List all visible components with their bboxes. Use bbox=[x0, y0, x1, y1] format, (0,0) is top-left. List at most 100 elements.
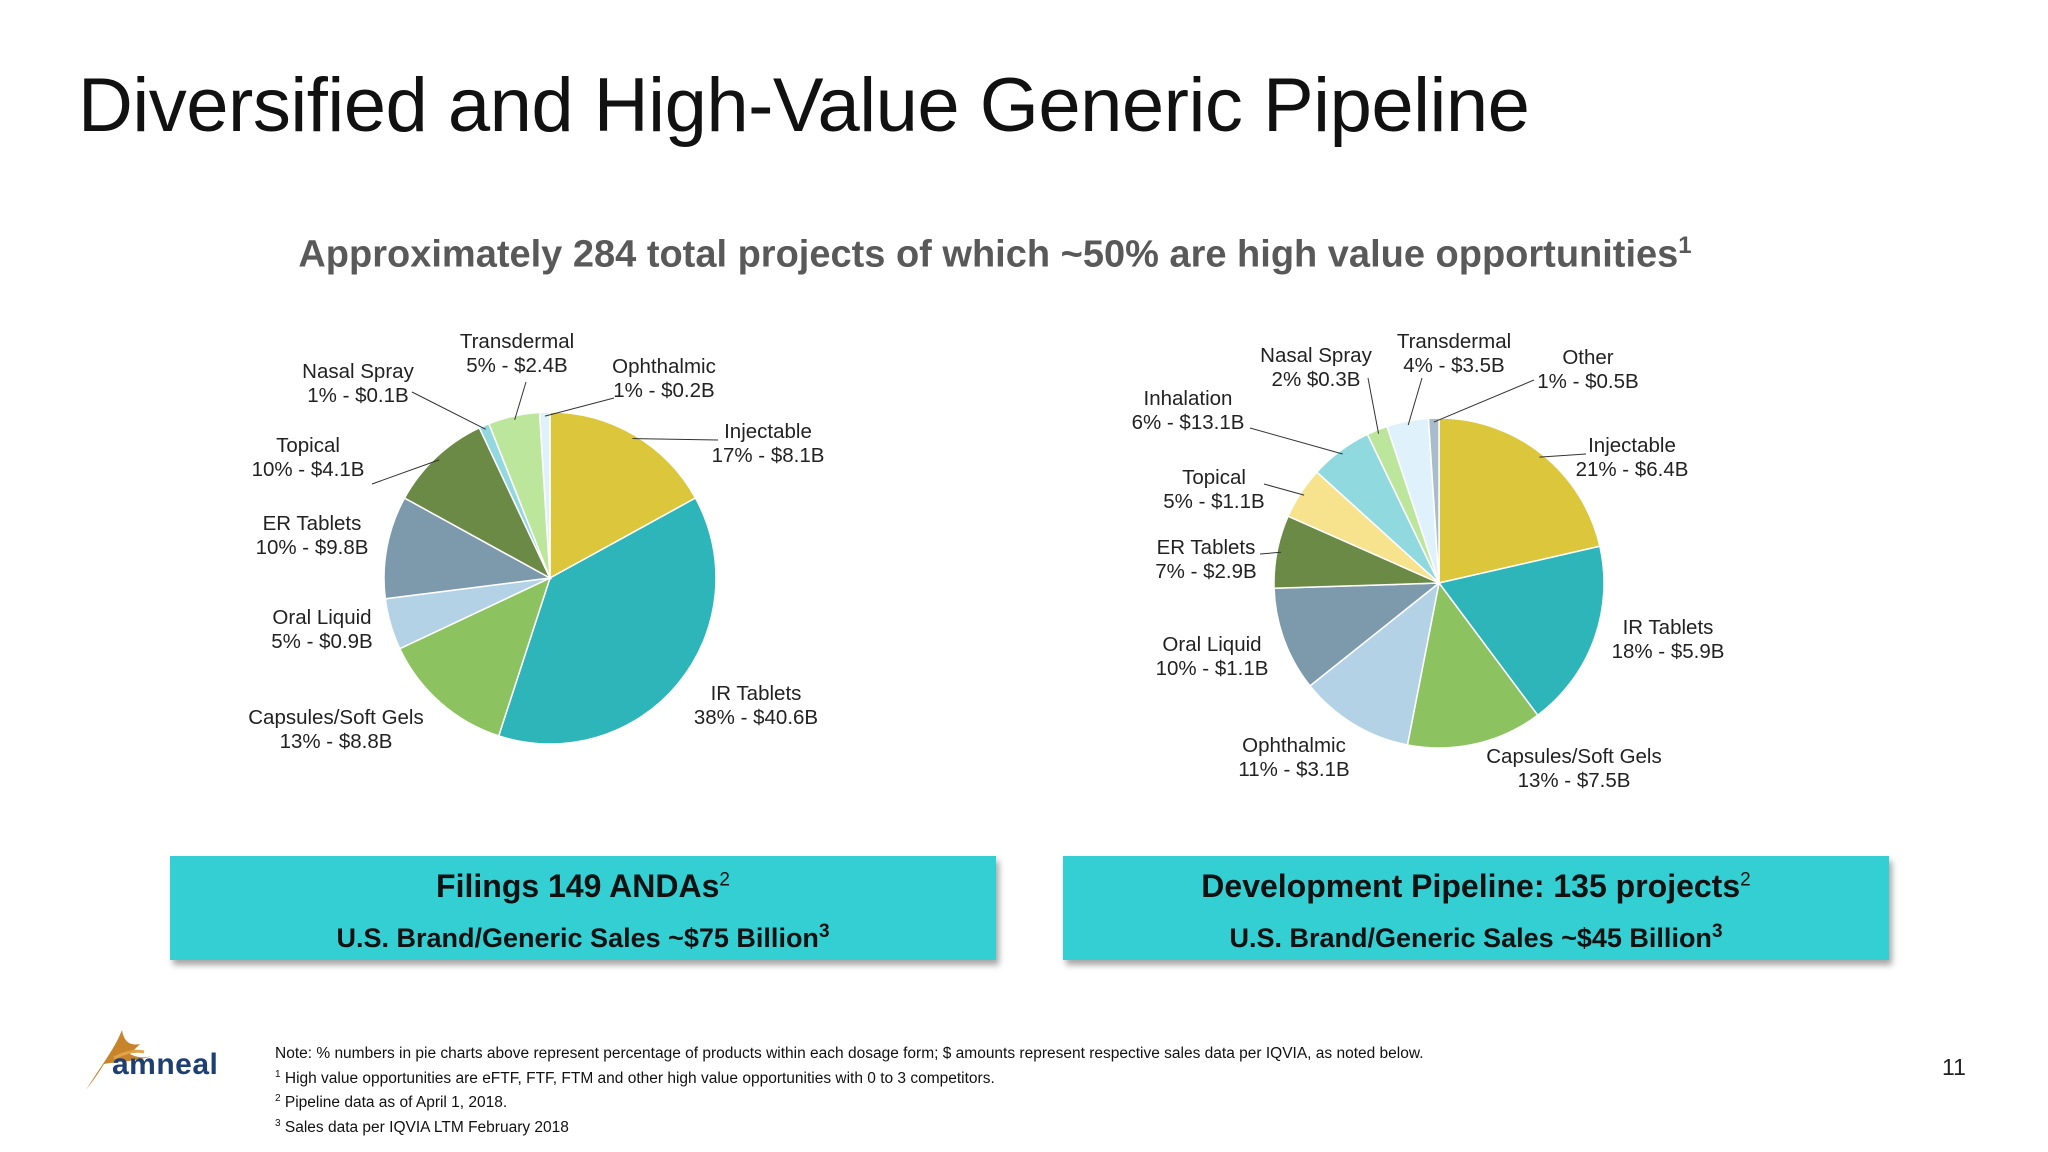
slice-name-label: Injectable bbox=[724, 420, 812, 443]
slice-value-label: 21% - $6.4B bbox=[1576, 458, 1689, 481]
development-count-text: Development Pipeline: 135 projects bbox=[1201, 868, 1741, 904]
slice-name-label: Nasal Spray bbox=[1260, 344, 1372, 367]
leader-line bbox=[1367, 377, 1380, 434]
slice-value-label: 5% - $2.4B bbox=[466, 354, 567, 377]
pie-slice-ir-tablets bbox=[497, 497, 717, 745]
slice-value-label: 2% $0.3B bbox=[1272, 368, 1361, 391]
page-title: Diversified and High-Value Generic Pipel… bbox=[78, 63, 1530, 148]
filings-sales-text: U.S. Brand/Generic Sales ~$75 Billion bbox=[336, 923, 819, 953]
pie-slice-other bbox=[1427, 417, 1440, 584]
subtitle-text: Approximately 284 total projects of whic… bbox=[298, 233, 1679, 276]
pie-slice-capsules-soft-gels bbox=[1406, 581, 1539, 749]
slice-name-label: Oral Liquid bbox=[1162, 633, 1261, 656]
slice-name-label: Topical bbox=[1182, 466, 1246, 489]
pie-slice-injectable bbox=[549, 411, 697, 580]
pie-slices bbox=[1273, 417, 1605, 749]
footnote-note: Note: % numbers in pie charts above repr… bbox=[275, 1045, 1424, 1062]
pie-slice-injectable bbox=[1438, 417, 1601, 584]
slice-value-label: 13% - $8.8B bbox=[280, 730, 393, 753]
pie-slice-ir-tablets bbox=[1437, 545, 1605, 717]
slice-name-label: Inhalation bbox=[1144, 387, 1233, 410]
leader-line bbox=[1433, 379, 1535, 423]
slice-value-label: 1% - $0.1B bbox=[307, 384, 408, 407]
development-count: Development Pipeline: 135 projects2 bbox=[1063, 868, 1889, 905]
amneal-logo-text: amneal bbox=[112, 1048, 219, 1081]
slice-value-label: 10% - $1.1B bbox=[1156, 657, 1269, 680]
slice-value-label: 17% - $8.1B bbox=[712, 444, 825, 467]
page-number: 11 bbox=[1942, 1054, 1966, 1080]
slice-name-label: Oral Liquid bbox=[272, 606, 371, 629]
footnote-marker: 1 bbox=[275, 1068, 281, 1080]
slice-name-label: Transdermal bbox=[460, 330, 574, 353]
subtitle-footnote-ref: 1 bbox=[1678, 232, 1692, 259]
pie-slice-ophthalmic bbox=[538, 411, 551, 579]
leader-line bbox=[371, 459, 440, 485]
slice-name-label: Transdermal bbox=[1397, 330, 1511, 353]
amneal-logo-icon bbox=[86, 1030, 152, 1090]
footnote-3: 3 Sales data per IQVIA LTM February 2018 bbox=[275, 1114, 1424, 1139]
slice-name-label: Nasal Spray bbox=[302, 360, 414, 383]
page-subtitle: Approximately 284 total projects of whic… bbox=[0, 232, 1990, 277]
footnote-marker: 2 bbox=[275, 1093, 281, 1105]
footnote-ref: 2 bbox=[719, 869, 730, 891]
pie-slice-capsules-soft-gels bbox=[398, 576, 552, 737]
slice-name-label: Topical bbox=[276, 434, 340, 457]
footnote-1: 1 High value opportunities are eFTF, FTF… bbox=[275, 1065, 1424, 1090]
slice-name-label: Injectable bbox=[1588, 434, 1676, 457]
slice-value-label: 4% - $3.5B bbox=[1403, 354, 1504, 377]
footnote-2: 2 Pipeline data as of April 1, 2018. bbox=[275, 1089, 1424, 1114]
slice-value-label: 13% - $7.5B bbox=[1518, 769, 1631, 792]
footnote-text: Pipeline data as of April 1, 2018. bbox=[284, 1094, 508, 1112]
slice-value-label: 7% - $2.9B bbox=[1155, 560, 1256, 583]
leader-line bbox=[1539, 453, 1587, 458]
pie-slice-er-tablets bbox=[383, 497, 553, 600]
slice-value-label: 18% - $5.9B bbox=[1612, 640, 1725, 663]
slice-value-label: 11% - $3.1B bbox=[1238, 758, 1349, 781]
slice-name-label: Ophthalmic bbox=[612, 355, 716, 378]
slice-value-label: 6% - $13.1B bbox=[1132, 411, 1245, 434]
footnote-text: Sales data per IQVIA LTM February 2018 bbox=[284, 1118, 569, 1136]
leader-line bbox=[411, 391, 486, 430]
pie-slice-topical bbox=[403, 426, 552, 580]
development-sales: U.S. Brand/Generic Sales ~$45 Billion3 bbox=[1063, 921, 1889, 954]
filings-count-text: Filings 149 ANDAs bbox=[436, 868, 720, 904]
leader-line bbox=[632, 438, 719, 441]
leader-line bbox=[544, 397, 615, 417]
slice-name-label: Capsules/Soft Gels bbox=[248, 706, 423, 729]
pie-slice-oral-liquid bbox=[1273, 582, 1442, 687]
slice-name-label: ER Tablets bbox=[1157, 536, 1256, 559]
slice-value-label: 1% - $0.5B bbox=[1537, 370, 1638, 393]
slice-name-label: Other bbox=[1562, 346, 1613, 369]
slice-name-label: ER Tablets bbox=[263, 512, 362, 535]
slice-value-label: 5% - $1.1B bbox=[1163, 490, 1264, 513]
footnote-text: High value opportunities are eFTF, FTF, … bbox=[284, 1069, 995, 1087]
leader-line bbox=[1259, 551, 1282, 555]
filings-count: Filings 149 ANDAs2 bbox=[170, 868, 996, 905]
pie-slice-ophthalmic bbox=[1308, 581, 1441, 746]
footnote-marker: 3 bbox=[275, 1117, 281, 1129]
slice-value-label: 10% - $4.1B bbox=[252, 458, 365, 481]
leader-line bbox=[514, 381, 527, 421]
leader-line bbox=[1263, 483, 1305, 496]
footnote-ref: 3 bbox=[1711, 921, 1723, 942]
slice-name-label: IR Tablets bbox=[711, 682, 802, 705]
development-summary-box: Development Pipeline: 135 projects2 U.S.… bbox=[1063, 856, 1889, 960]
slice-value-label: 38% - $40.6B bbox=[694, 706, 818, 729]
slice-value-label: 1% - $0.2B bbox=[613, 379, 714, 402]
filings-sales: U.S. Brand/Generic Sales ~$75 Billion3 bbox=[170, 921, 996, 954]
slice-value-label: 5% - $0.9B bbox=[271, 630, 372, 653]
leader-line bbox=[1407, 377, 1423, 426]
slice-name-label: Ophthalmic bbox=[1242, 734, 1346, 757]
slice-name-label: IR Tablets bbox=[1623, 616, 1714, 639]
footnotes: Note: % numbers in pie charts above repr… bbox=[275, 1044, 1424, 1138]
filings-summary-box: Filings 149 ANDAs2 U.S. Brand/Generic Sa… bbox=[170, 856, 996, 960]
pie-slices bbox=[383, 411, 717, 745]
slice-value-label: 10% - $9.8B bbox=[256, 536, 369, 559]
leader-line bbox=[1249, 427, 1343, 455]
development-sales-text: U.S. Brand/Generic Sales ~$45 Billion bbox=[1229, 923, 1712, 953]
footnote-ref: 2 bbox=[1740, 869, 1751, 891]
